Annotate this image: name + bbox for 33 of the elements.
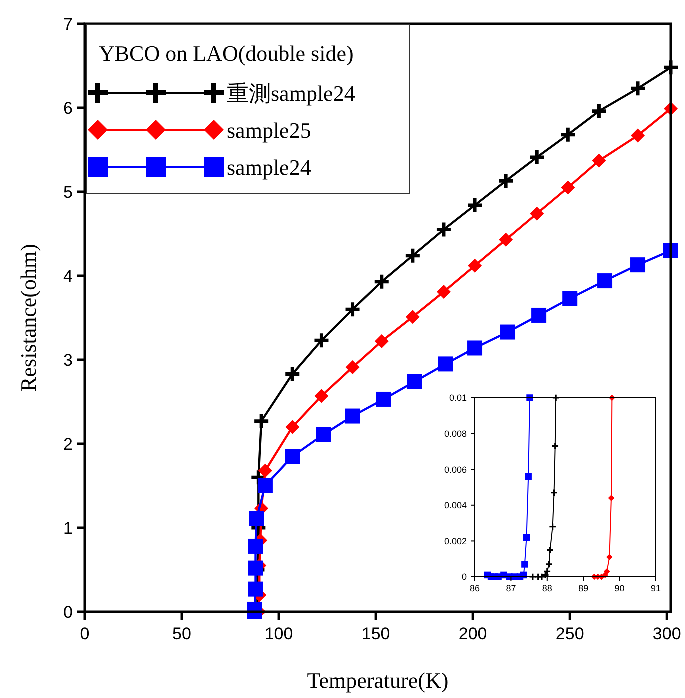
y-tick-label: 5 [64,182,73,202]
x-tick-label: 200 [458,624,488,644]
x-tick-label: 91 [650,583,662,594]
y-tick-label: 2 [64,434,73,454]
y-tick-label: 0 [462,572,467,582]
y-tick-label: 0.01 [449,393,467,404]
y-tick-label: 0.008 [444,428,467,439]
x-tick-label: 89 [578,583,589,594]
x-tick-label: 250 [556,624,584,644]
x-tick-label: 300 [652,624,682,644]
legend-title: YBCO on LAO(double side) [99,41,354,66]
legend-label: sample24 [227,155,312,180]
x-tick-label: 0 [80,624,90,644]
y-axis-title: Resistance(ohm) [16,244,41,392]
y-tick-label: 0.002 [444,536,467,546]
y-tick-label: 7 [64,14,73,34]
y-tick-label: 0.006 [444,464,467,475]
x-tick-label: 150 [362,624,390,644]
y-tick-label: 0.004 [444,500,467,511]
y-tick-label: 6 [64,98,73,118]
y-tick-label: 3 [64,350,73,370]
legend-label: sample25 [227,118,312,143]
x-tick-label: 86 [470,583,480,594]
x-tick-label: 90 [614,583,625,594]
y-tick-label: 0 [64,602,73,622]
x-tick-label: 100 [264,624,294,644]
y-tick-label: 4 [64,266,73,286]
y-tick-label: 1 [64,518,73,538]
x-tick-label: 50 [172,624,192,644]
x-axis-title: Temperature(K) [307,668,449,693]
x-tick-label: 87 [506,583,516,594]
x-tick-label: 88 [542,583,552,594]
legend-label: 重測sample24 [227,81,356,106]
